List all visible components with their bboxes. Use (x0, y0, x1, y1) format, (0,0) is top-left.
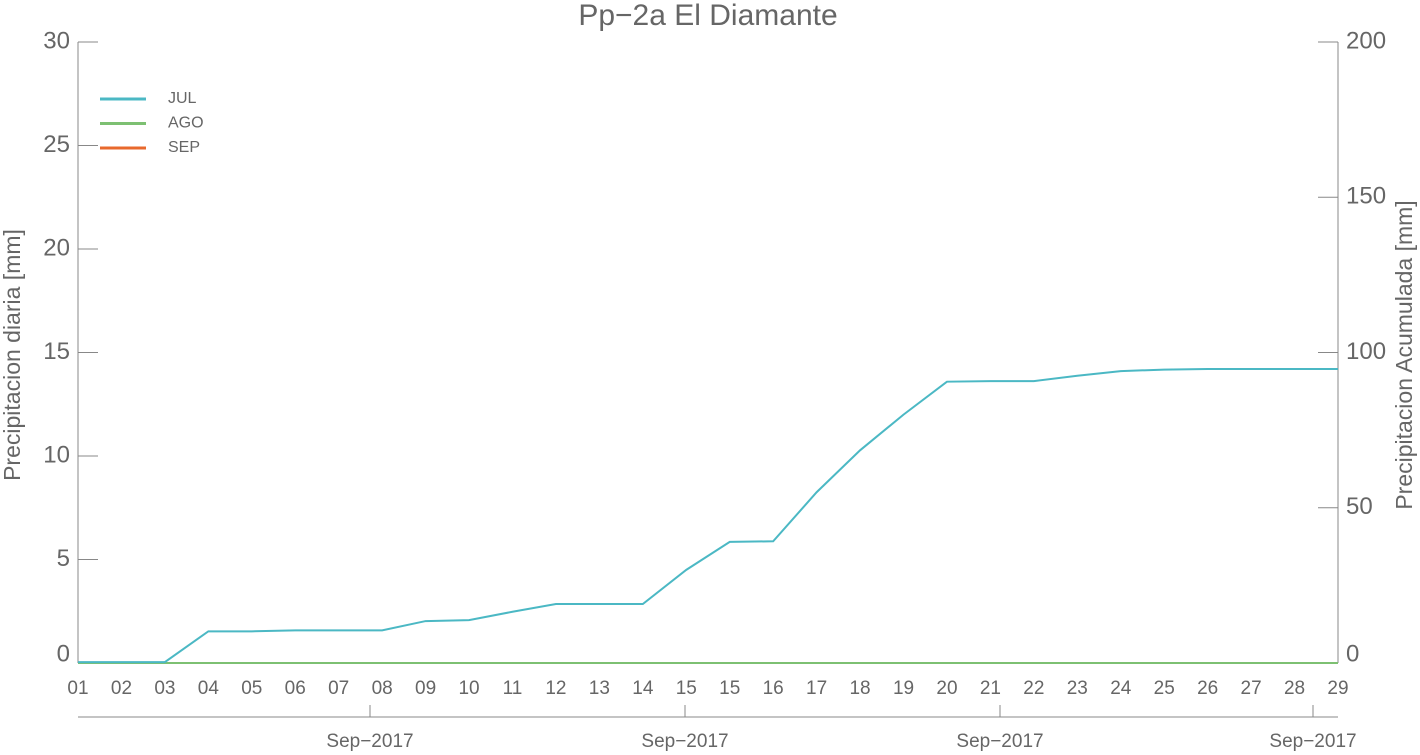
x-tick-label: 14 (632, 678, 654, 699)
chart-title: Pp−2a El Diamante (578, 0, 837, 32)
legend-label: SEP (168, 139, 200, 156)
legend-label: JUL (168, 90, 197, 107)
x-tick-label: 24 (1110, 678, 1132, 699)
x-tick-label: 28 (1284, 678, 1305, 699)
x-tick-label: 22 (1023, 678, 1044, 699)
x-tick-label: 07 (328, 678, 349, 699)
x-tick-label: 03 (154, 678, 175, 699)
y2-tick-label: 100 (1346, 338, 1386, 365)
x-secondary-label: Sep−2017 (1269, 731, 1356, 752)
x-tick-label: 16 (763, 678, 784, 699)
x-tick-label: 13 (589, 678, 610, 699)
x-tick-label: 09 (415, 678, 436, 699)
x-tick-label: 21 (980, 678, 1001, 699)
x-tick-label: 12 (545, 678, 566, 699)
y2-tick-label: 0 (1346, 640, 1359, 667)
x-tick-label: 29 (1327, 678, 1348, 699)
y2-tick-label: 150 (1346, 183, 1386, 210)
x-tick-label: 01 (67, 678, 88, 699)
y2-tick-label: 50 (1346, 493, 1373, 520)
y-tick-label: 10 (43, 441, 70, 468)
x-secondary-label: Sep−2017 (326, 731, 413, 752)
y2-axis-label: Precipitacion Acumulada [mm] (1391, 200, 1417, 509)
legend-label: AGO (168, 115, 204, 132)
y-tick-label: 25 (43, 131, 70, 158)
x-tick-label: 27 (1241, 678, 1262, 699)
x-tick-label: 05 (241, 678, 262, 699)
x-tick-label: 15 (676, 678, 697, 699)
y-tick-label: 30 (43, 27, 70, 54)
y-axis-label: Precipitacion diaria [mm] (0, 229, 25, 481)
x-tick-label: 04 (198, 678, 220, 699)
x-tick-label: 19 (893, 678, 914, 699)
y-tick-label: 0 (57, 640, 70, 667)
y-tick-label: 15 (43, 338, 70, 365)
x-tick-label: 26 (1197, 678, 1218, 699)
x-tick-label: 23 (1067, 678, 1088, 699)
series-line (78, 367, 1338, 664)
x-secondary-label: Sep−2017 (956, 731, 1043, 752)
x-tick-label: 17 (806, 678, 827, 699)
x-tick-label: 25 (1154, 678, 1175, 699)
x-tick-label: 10 (458, 678, 479, 699)
y-tick-label: 5 (57, 545, 70, 572)
x-tick-label: 15 (719, 678, 740, 699)
x-tick-label: 18 (849, 678, 870, 699)
y-tick-label: 20 (43, 234, 70, 261)
x-tick-label: 02 (111, 678, 132, 699)
x-secondary-label: Sep−2017 (641, 731, 728, 752)
x-tick-label: 08 (372, 678, 393, 699)
y2-tick-label: 200 (1346, 27, 1386, 54)
x-tick-label: 06 (285, 678, 306, 699)
x-tick-label: 11 (503, 678, 523, 699)
x-tick-label: 20 (936, 678, 957, 699)
